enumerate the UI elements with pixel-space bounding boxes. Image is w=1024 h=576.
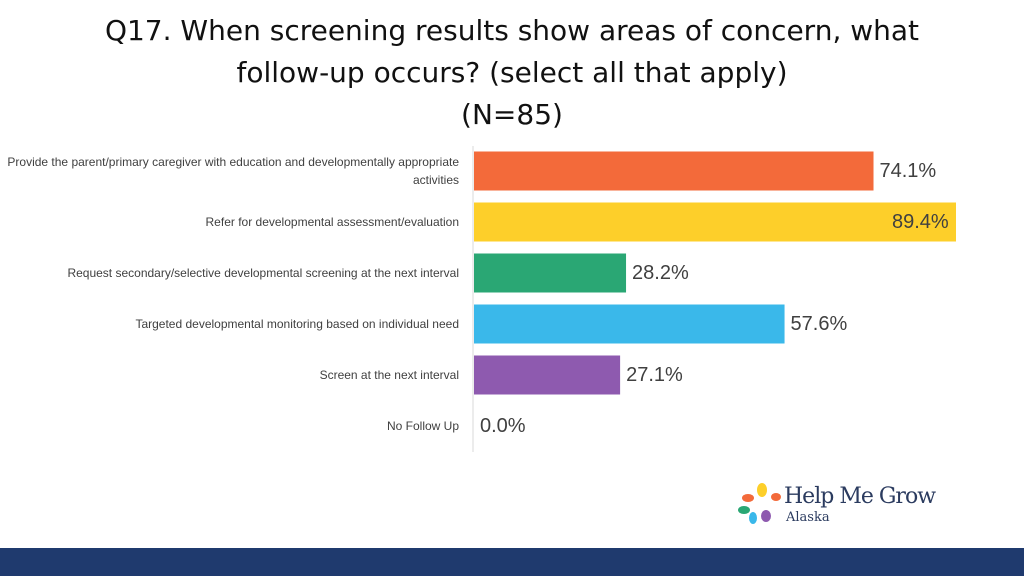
logo-petal-orange-2 [771,493,781,501]
title-line-3: (N=85) [461,98,563,131]
category-label-4: Screen at the next interval [319,368,459,382]
flower-logo-icon [738,483,781,524]
bar-0 [474,151,874,191]
logo-petal-yellow [757,483,767,497]
logo-subtitle: Alaska [786,510,830,525]
logo-petal-blue [749,512,757,524]
title-line-1: Q17. When screening results show areas o… [104,14,920,47]
logo-petal-purple [761,510,771,522]
value-label-3: 57.6% [790,313,848,335]
value-label-1: 89.4% [892,211,949,233]
category-label-2: Request secondary/selective developmenta… [67,266,459,280]
logo-petal-green [738,506,750,514]
bar-chart: Provide the parent/primary caregiver wit… [0,140,1024,460]
category-label-5: No Follow Up [386,419,459,433]
logo-name: Help Me Grow [784,484,936,509]
category-label-1: Refer for developmental assessment/evalu… [205,215,459,229]
bar-3 [474,304,785,344]
bar-chart-plot [472,146,956,452]
footer-bar [0,548,1024,576]
value-label-5: 0.0% [480,415,526,437]
logo-petal-orange [742,494,754,502]
bar-2 [474,253,627,293]
category-label-0: Provide the parent/primary caregiver wit… [7,155,459,187]
value-label-2: 28.2% [632,262,689,284]
bar-4 [474,355,621,395]
title-line-2: follow-up occurs? (select all that apply… [236,56,788,89]
value-label-4: 27.1% [626,364,683,386]
help-me-grow-logo: Help Me Grow Alaska [736,482,936,528]
value-label-0: 74.1% [879,160,937,182]
bar-1 [474,202,956,242]
chart-title: Q17. When screening results show areas o… [62,10,962,136]
category-label-3: Targeted developmental monitoring based … [135,317,459,331]
